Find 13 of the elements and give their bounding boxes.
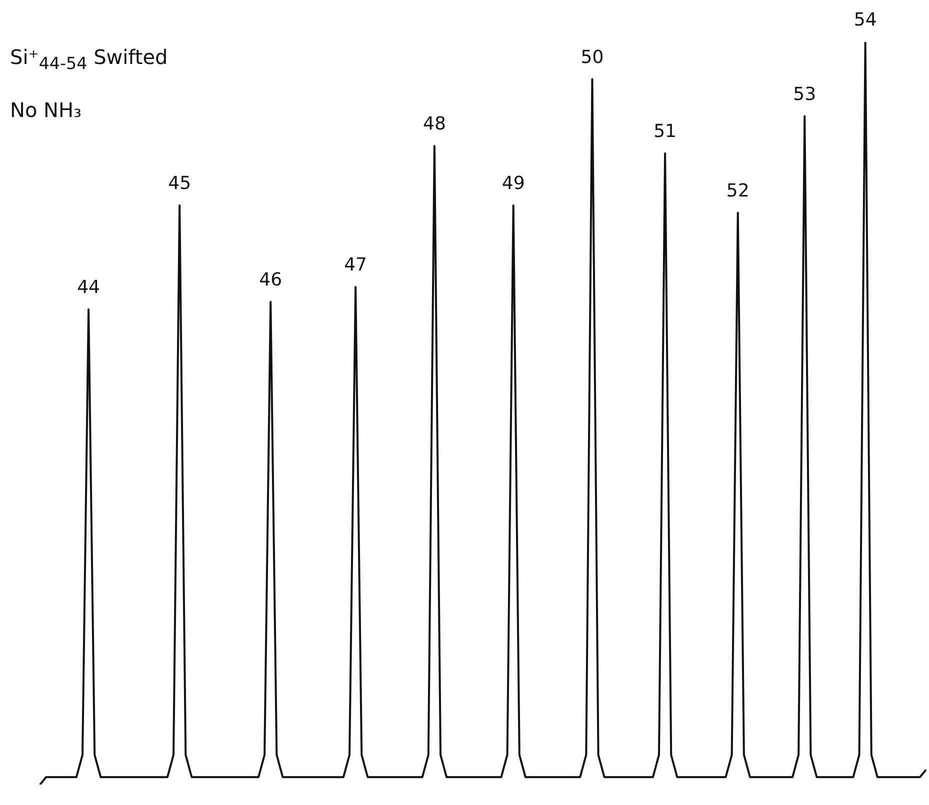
annotation: 48 [423, 114, 446, 135]
annotation: 45 [168, 173, 192, 194]
annotation: 47 [344, 254, 368, 276]
annotation: 54 [854, 10, 877, 31]
annotation: 50 [580, 46, 604, 68]
annotation: 52 [726, 180, 750, 202]
annotation: 49 [502, 173, 525, 194]
annotation: 46 [259, 270, 282, 291]
annotation: 51 [654, 121, 677, 142]
chart-title: Si⁺$_{44-54}$ Swifted [10, 45, 168, 73]
annotation: 53 [793, 84, 816, 105]
annotation: No NH₃ [10, 98, 82, 122]
annotation: 44 [77, 277, 100, 298]
